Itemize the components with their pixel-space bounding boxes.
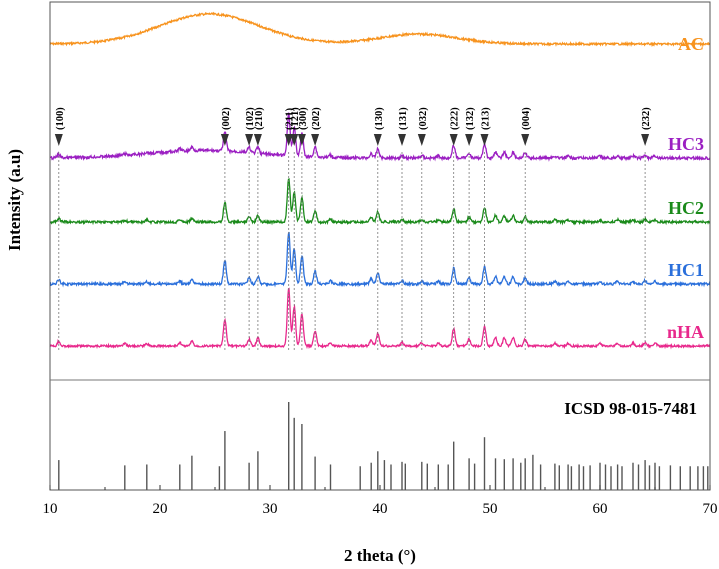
trace-hc1	[49, 231, 711, 288]
peak-marker-triangle	[284, 134, 293, 146]
hkl-label: (213)	[481, 107, 492, 130]
trace-hc2	[49, 178, 711, 226]
peak-marker-triangle	[480, 134, 489, 146]
hkl-label: (032)	[418, 107, 429, 130]
x-tick-label: 20	[153, 501, 168, 517]
x-tick-label: 40	[373, 501, 388, 517]
x-tick-label: 10	[43, 501, 58, 517]
hkl-label: (004)	[521, 107, 532, 130]
peak-marker-triangle	[297, 134, 306, 146]
series-label-nha: nHA	[667, 322, 704, 342]
peak-marker-triangle	[521, 134, 530, 146]
x-tick-label: 30	[263, 501, 278, 517]
hkl-label: (132)	[465, 107, 476, 130]
hkl-label: (121)	[290, 107, 301, 130]
hkl-label: (100)	[55, 107, 66, 130]
peak-marker-triangle	[417, 134, 426, 146]
x-tick-label: 50	[483, 501, 498, 517]
series-label-hc1: HC1	[668, 260, 704, 280]
trace-hc3	[49, 112, 711, 162]
peak-marker-triangle	[373, 134, 382, 146]
series-label-ac: AC	[678, 34, 704, 54]
hkl-label: (131)	[398, 107, 409, 130]
trace-nha	[49, 287, 711, 350]
y-axis-title: Intensity (a.u)	[5, 149, 24, 251]
peak-marker-triangle	[245, 134, 254, 146]
hkl-label: (130)	[374, 107, 385, 130]
peak-marker-triangle	[253, 134, 262, 146]
trace-ac	[49, 11, 711, 48]
series-labels: AC HC3 HC2 HC1 nHA	[667, 34, 704, 342]
x-tick-label: 70	[703, 501, 718, 517]
hkl-label: (300)	[298, 107, 309, 130]
peak-marker-triangle	[290, 134, 299, 146]
peak-marker-triangle	[449, 134, 458, 146]
series-label-hc3: HC3	[668, 134, 704, 154]
reference-label: ICSD 98-015-7481	[564, 399, 697, 418]
peak-marker-triangle	[311, 134, 320, 146]
x-tick-label: 60	[593, 501, 608, 517]
hkl-label: (002)	[221, 107, 232, 130]
hkl-markers: (100) (002) (102)(210) (211)(121)(300) (202)…	[54, 107, 652, 146]
hkl-label: (210)	[254, 107, 265, 130]
peak-guide-lines	[58, 152, 646, 350]
peak-marker-triangle	[641, 134, 650, 146]
axes-layer: 10 20 30 40 50 60 70	[43, 485, 718, 517]
x-axis-title: 2 theta (°)	[344, 546, 416, 565]
hkl-label: (202)	[311, 107, 322, 130]
peak-marker-triangle	[220, 134, 229, 146]
reference-pattern	[58, 402, 709, 490]
hkl-label: (102)	[245, 107, 256, 130]
hkl-label: (222)	[450, 107, 461, 130]
hkl-label: (211)	[285, 107, 296, 130]
peak-marker-triangle	[398, 134, 406, 146]
hkl-label: (232)	[641, 107, 652, 130]
peak-marker-triangle	[465, 134, 474, 146]
traces-layer	[49, 11, 711, 350]
peak-marker-triangle	[54, 134, 63, 146]
series-label-hc2: HC2	[668, 198, 704, 218]
